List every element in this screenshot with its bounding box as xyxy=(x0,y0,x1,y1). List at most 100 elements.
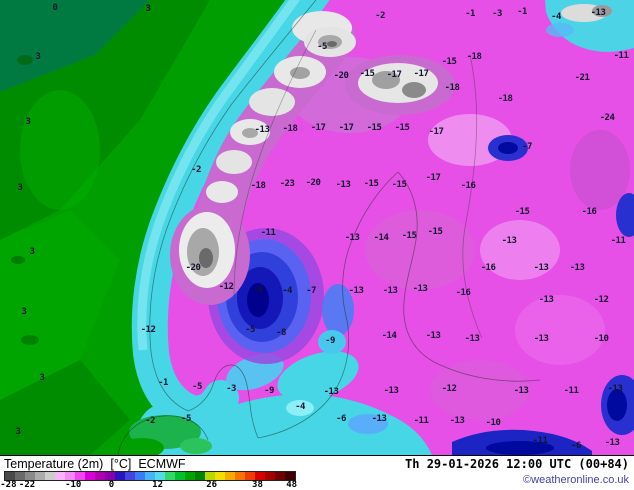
scale-color-segment xyxy=(105,472,115,480)
temp-value-label: -13 xyxy=(425,331,441,341)
temperature-map-svg xyxy=(0,0,634,455)
scale-color-segment xyxy=(155,472,165,480)
temp-value-label: -21 xyxy=(574,73,590,83)
temp-value-label: -18 xyxy=(250,181,266,191)
temp-value-label: -8 xyxy=(276,328,286,338)
coastlines xyxy=(117,0,541,455)
temp-value-label: -13 xyxy=(323,387,339,397)
color-scale-ticks: -28 -22 -10 0 12 26 38 48 xyxy=(0,480,298,490)
temp-value-label: -5 xyxy=(317,42,327,52)
scale-color-segment xyxy=(55,472,65,480)
temp-value-label: -9 xyxy=(325,336,335,346)
temp-value-label: -13 xyxy=(449,416,465,426)
scale-color-segment xyxy=(205,472,215,480)
temp-value-label: -5 xyxy=(181,414,191,424)
scale-color-segment xyxy=(255,472,265,480)
temp-value-label: -13 xyxy=(590,8,606,18)
temp-value-label: -17 xyxy=(338,123,354,133)
scale-color-segment xyxy=(125,472,135,480)
temp-value-label: -1 xyxy=(517,7,527,17)
scale-tick-label: 26 xyxy=(206,480,218,490)
temp-value-label: -13 xyxy=(464,334,480,344)
temp-value-label: -16 xyxy=(480,263,496,273)
temp-value-label: -13 xyxy=(383,386,399,396)
temp-value-label: -13 xyxy=(371,414,387,424)
temp-value-label: -8 xyxy=(253,285,263,295)
temp-value-label: -1 xyxy=(158,378,168,388)
temp-value-label: -11 xyxy=(610,236,626,246)
scale-tick-label: 12 xyxy=(152,480,163,490)
temp-value-label: -15 xyxy=(441,57,457,67)
temp-value-label: -11 xyxy=(563,386,579,396)
temp-value-label: -2 xyxy=(191,165,201,175)
scale-color-segment xyxy=(95,472,105,480)
scale-tick-label: -28 xyxy=(0,480,17,490)
temp-value-label: -15 xyxy=(427,227,443,237)
map-title: Temperature (2m) xyxy=(4,457,104,471)
temp-value-label: -5 xyxy=(192,382,202,392)
scale-tick-label: 0 xyxy=(108,480,115,490)
temp-value-label: -15 xyxy=(391,180,407,190)
temp-value-label: -17 xyxy=(425,173,441,183)
temp-value-label: -13 xyxy=(501,236,517,246)
scale-tick-label: 48 xyxy=(286,480,298,490)
scale-color-segment xyxy=(35,472,45,480)
temp-value-label: -20 xyxy=(185,263,201,273)
temp-value-label: -24 xyxy=(599,113,615,123)
scale-color-segment xyxy=(215,472,225,480)
unit-label: [°C] xyxy=(110,457,132,471)
scale-color-segment xyxy=(245,472,255,480)
temp-value-label: -13 xyxy=(607,384,623,394)
temp-value-label: -13 xyxy=(335,180,351,190)
temp-value-label: -13 xyxy=(382,286,398,296)
scale-color-segment xyxy=(135,472,145,480)
temp-value-label: -13 xyxy=(513,386,529,396)
scale-color-segment xyxy=(275,472,285,480)
temp-value-label: -14 xyxy=(373,233,389,243)
scale-tick-label: 38 xyxy=(252,480,263,490)
datetime-label: Th 29-01-2026 12:00 UTC (00+84) xyxy=(405,457,629,471)
temp-value-label: -13 xyxy=(344,233,360,243)
temp-value-label: -5 xyxy=(245,325,255,335)
temp-value-label: -2 xyxy=(375,11,385,21)
scale-color-segment xyxy=(185,472,195,480)
temp-value-label: -20 xyxy=(333,71,349,81)
temp-value-label: -7 xyxy=(522,142,532,152)
temp-value-label: -23 xyxy=(279,179,295,189)
temp-value-label: -13 xyxy=(348,286,364,296)
temp-value-label: 3 xyxy=(25,117,31,127)
temp-value-label: 3 xyxy=(35,52,41,62)
scale-color-segment xyxy=(285,472,295,480)
temp-value-label: -17 xyxy=(428,127,444,137)
scale-color-segment xyxy=(25,472,35,480)
scale-color-segment xyxy=(15,472,25,480)
copyright-link[interactable]: ©weatheronline.co.uk xyxy=(523,474,629,486)
temp-value-label: -6 xyxy=(571,441,581,451)
temp-value-label: -3 xyxy=(492,9,502,19)
temp-value-label: -15 xyxy=(401,231,417,241)
scale-color-segment xyxy=(65,472,75,480)
temp-value-label: -12 xyxy=(441,384,457,394)
legend-bar: Temperature (2m) [°C] ECMWF Th 29-01-2026 … xyxy=(0,455,634,490)
temp-value-label: -12 xyxy=(593,295,609,305)
scale-color-segment xyxy=(235,472,245,480)
temp-value-label: -16 xyxy=(460,181,476,191)
temp-value-label: -16 xyxy=(455,288,471,298)
temp-value-label: -17 xyxy=(386,70,402,80)
temp-value-label: 3 xyxy=(39,373,45,383)
temp-value-label: -13 xyxy=(412,284,428,294)
temp-value-label: -2 xyxy=(145,416,155,426)
temperature-map: 0 3 -2 -1 -3 -1 -4 -13 3 -5 -15 -18 -11 -20 -15 -17 -17-… xyxy=(0,0,634,455)
color-scale-bar xyxy=(4,471,296,481)
scale-color-segment xyxy=(5,472,15,480)
temp-value-label: -15 xyxy=(394,123,410,133)
temp-value-label: -13 xyxy=(254,125,270,135)
temp-value-label: -12 xyxy=(140,325,156,335)
scale-tick-label: -10 xyxy=(65,480,82,490)
temp-value-label: -20 xyxy=(305,178,321,188)
temp-value-label: 3 xyxy=(145,4,151,14)
temp-value-label: -13 xyxy=(538,295,554,305)
map-label-layer: 0 3 -2 -1 -3 -1 -4 -13 3 -5 -15 -18 -11 -20 -15 -17 -17-… xyxy=(16,3,629,451)
temp-value-label: -16 xyxy=(581,207,597,217)
